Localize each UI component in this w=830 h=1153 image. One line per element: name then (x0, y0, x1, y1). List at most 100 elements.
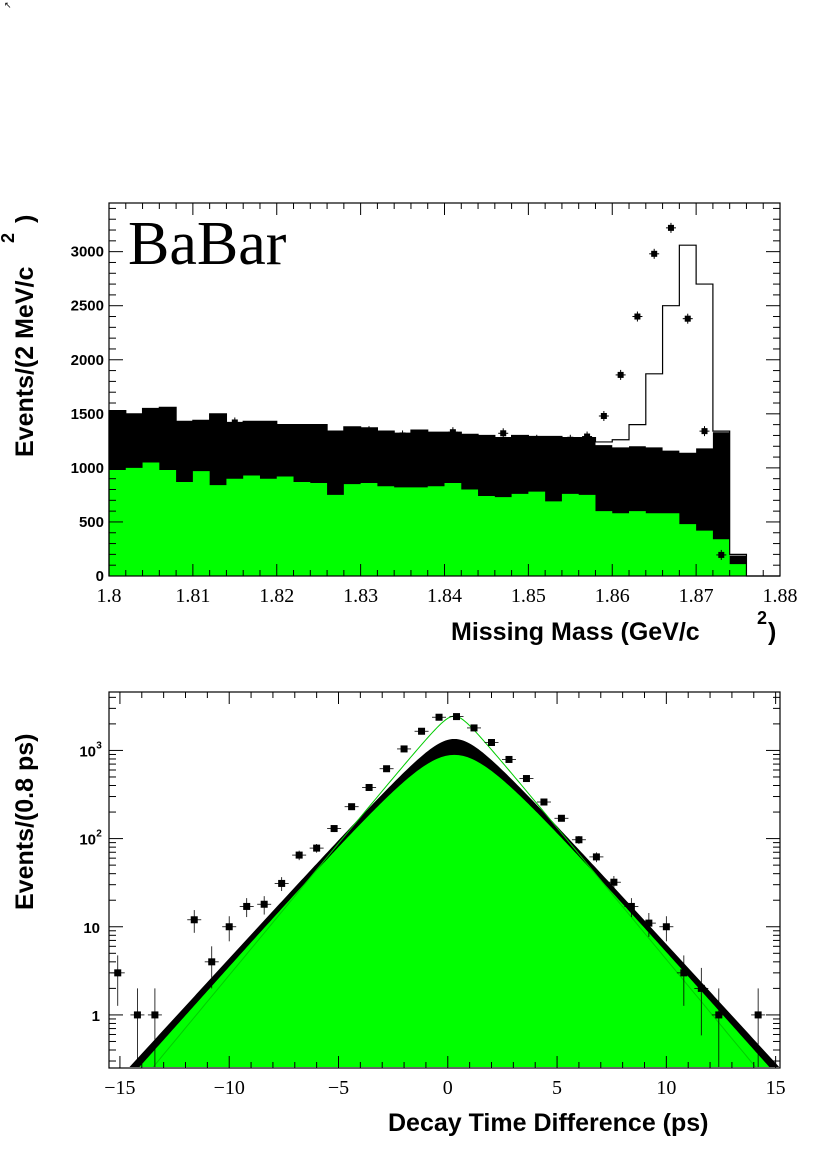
data-point (536, 798, 551, 806)
data-point (716, 549, 727, 560)
data-point-marker (610, 878, 618, 886)
data-point (606, 875, 621, 890)
x-tick-label: 1.81 (175, 585, 210, 607)
data-point-marker (453, 713, 461, 721)
data-point-marker (500, 430, 507, 437)
missing-mass-ticks: 1.8 1.81 1.82 1.83 1.84 1.85 1.86 1.87 1.88 0 500 1… (71, 203, 798, 607)
y-tick-label: 1 (92, 1008, 100, 1025)
data-point-marker (662, 923, 670, 931)
x-tick-label: 1.87 (679, 585, 714, 607)
data-point-marker (505, 755, 513, 763)
total-fit-histogram (108, 244, 780, 577)
data-point-marker (667, 224, 674, 231)
data-point (449, 713, 464, 721)
data-point-marker (295, 851, 303, 859)
data-point-marker (399, 432, 406, 439)
fake-background-histogram (109, 462, 780, 576)
y-tick-label: 2500 (71, 298, 104, 315)
decay-time-frame (108, 691, 781, 1069)
y-tick-label: 0 (96, 568, 104, 585)
data-point (589, 852, 604, 863)
data-point-marker (260, 900, 268, 908)
missing-mass-panel: 1.8 1.81 1.82 1.83 1.84 1.85 1.86 1.87 1.88 0 500 1… (0, 202, 798, 646)
data-point (362, 783, 377, 791)
data-point-marker (231, 419, 238, 426)
data-point (711, 988, 726, 1067)
data-point (467, 724, 482, 732)
decay-time-y-axis-title-text: Events/(0.8 ps) (11, 734, 39, 910)
data-point (519, 775, 534, 783)
data-point (565, 434, 576, 445)
decay-time-x-axis-title: Decay Time Difference (ps) (388, 1109, 709, 1137)
y-tick-label: 10 (83, 920, 100, 937)
data-point-marker (715, 1011, 723, 1019)
data-point (130, 988, 145, 1067)
data-point (682, 313, 693, 324)
data-point (676, 955, 691, 1006)
data-point-marker (533, 436, 540, 443)
data-point-marker (383, 765, 391, 773)
x-tick-label: 1.84 (427, 585, 462, 607)
data-point-marker (278, 879, 286, 887)
data-point (204, 946, 219, 989)
x-axis-title-text: Missing Mass (GeV/c (451, 618, 700, 646)
data-point (432, 713, 447, 721)
data-point-marker (330, 825, 338, 833)
data-point (554, 814, 569, 822)
data-point-marker (313, 844, 321, 852)
data-point-marker (684, 315, 691, 322)
data-point-marker (592, 853, 600, 861)
data-point-marker (645, 919, 653, 927)
data-point-marker (634, 313, 641, 320)
background-band-green (139, 754, 770, 1067)
data-point (694, 967, 709, 1036)
data-point (229, 417, 240, 428)
data-point (447, 427, 458, 438)
x-tick-label: 15 (766, 1077, 786, 1099)
y-tick-label: 10 (79, 743, 96, 760)
data-point-marker (487, 739, 495, 747)
data-point-marker (522, 775, 530, 783)
data-point-marker (418, 727, 426, 735)
data-point (665, 222, 676, 233)
y-axis-title-close: ) (11, 215, 39, 223)
data-point (751, 988, 766, 1067)
data-point (632, 311, 643, 322)
x-tick-label: −15 (104, 1077, 135, 1099)
data-point (397, 430, 408, 441)
x-axis-title-superscript: 2 (757, 608, 767, 628)
data-point-marker (600, 412, 607, 419)
data-point-marker (651, 250, 658, 257)
data-point (313, 428, 324, 439)
data-point-marker (151, 1011, 159, 1019)
y-tick-label: 500 (79, 514, 104, 531)
data-point (598, 410, 609, 421)
x-tick-label: 1.88 (763, 585, 798, 607)
x-tick-label: 0 (443, 1077, 453, 1099)
y-tick-label: 1000 (71, 460, 104, 477)
data-point (699, 426, 710, 437)
data-point-marker (567, 436, 574, 443)
data-point (498, 428, 509, 439)
data-point-marker (365, 783, 373, 791)
y-axis-title-superscript: 2 (0, 233, 18, 243)
data-point-marker (225, 923, 233, 931)
data-point (379, 765, 394, 773)
fit-curve (152, 715, 757, 1067)
corner-arrow-icon: ↖ (4, 1, 12, 11)
data-point-marker (366, 428, 373, 435)
data-point (615, 369, 626, 380)
data-point-marker (754, 1011, 762, 1019)
x-tick-label: 1.86 (595, 585, 630, 607)
x-tick-label: 1.8 (97, 585, 122, 607)
missing-mass-plot-area (108, 222, 780, 577)
data-point (582, 431, 593, 442)
missing-mass-x-axis-title: Missing Mass (GeV/c (451, 618, 700, 646)
data-point (484, 739, 499, 747)
data-point-marker (133, 1011, 141, 1019)
data-point-marker (348, 803, 356, 811)
data-point (659, 916, 674, 942)
data-point (239, 898, 254, 918)
